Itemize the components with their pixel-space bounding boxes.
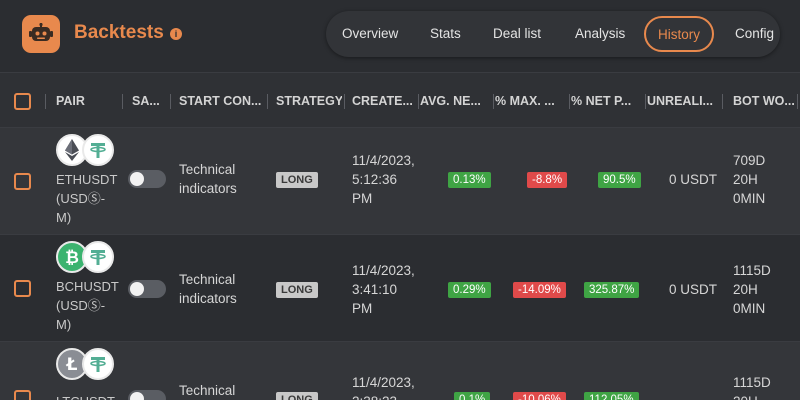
bot-work-duration: 709D 20H 0MIN: [733, 153, 766, 206]
strategy-badge: LONG: [276, 282, 318, 298]
start-condition: Technical: [179, 383, 236, 398]
table-row[interactable]: ₿ BCHUSDT (USDⓈ- M) Technical indicators…: [0, 235, 800, 342]
column-separator: [645, 94, 646, 109]
column-header-pair[interactable]: PAIR: [56, 94, 85, 108]
max-drawdown-value: -8.8%: [527, 172, 568, 188]
row-checkbox[interactable]: [14, 173, 31, 190]
column-separator: [569, 94, 570, 109]
info-icon[interactable]: i: [170, 28, 182, 40]
svg-text:Ł: Ł: [66, 355, 78, 375]
net-profit-value: 90.5%: [598, 172, 641, 188]
bot-work-duration: 1115D 20H 0MIN: [733, 263, 771, 316]
column-separator: [45, 94, 46, 109]
page-header: Backtests i Overview Stats Deal list Ana…: [0, 0, 800, 72]
strategy-badge: LONG: [276, 172, 318, 188]
tab-bar: Overview Stats Deal list Analysis Histor…: [326, 11, 780, 57]
column-separator: [344, 94, 345, 109]
save-toggle[interactable]: [128, 390, 166, 400]
column-separator: [493, 94, 494, 109]
table-row[interactable]: Ł LTCUSDT Technical LONG 11/4/2023, 2:38…: [0, 342, 800, 400]
net-profit-value: 325.87%: [584, 282, 640, 298]
avg-net-value: 0.1%: [454, 392, 491, 400]
avg-net-value: 0.13%: [448, 172, 491, 188]
select-all-checkbox[interactable]: [14, 93, 31, 110]
tether-icon: [82, 348, 114, 380]
column-header-start-condition[interactable]: START CON...: [179, 94, 262, 108]
column-header-bot-work[interactable]: BOT WO...: [733, 94, 795, 108]
row-checkbox[interactable]: [14, 390, 31, 400]
tether-icon: [82, 241, 114, 273]
unrealized-value: 0 USDT: [669, 172, 718, 187]
created-date: 11/4/2023, 2:38:23: [352, 375, 415, 400]
start-condition: Technical indicators: [179, 272, 237, 306]
column-separator: [418, 94, 419, 109]
tether-icon: [82, 134, 114, 166]
column-separator: [722, 94, 723, 109]
pair-name: LTCUSDT: [56, 392, 124, 400]
tab-config[interactable]: Config: [735, 26, 775, 41]
table-row[interactable]: ETHUSDT (USDⓈ- M) Technical indicators L…: [0, 128, 800, 235]
column-header-strategy[interactable]: STRATEGY: [276, 94, 342, 108]
unrealized-value: 0 USDT: [669, 282, 718, 297]
column-separator: [170, 94, 171, 109]
tab-stats[interactable]: Stats: [430, 26, 461, 41]
column-separator: [267, 94, 268, 109]
column-header-avg-net[interactable]: AVG. NE...: [420, 94, 481, 108]
column-header-created[interactable]: CREATE...: [352, 94, 413, 108]
column-header-unrealized[interactable]: UNREALI...: [647, 94, 713, 108]
tab-overview[interactable]: Overview: [342, 26, 399, 41]
column-separator: [797, 94, 798, 109]
pair-name: BCHUSDT (USDⓈ- M): [56, 279, 119, 332]
max-drawdown-value: -14.09%: [513, 282, 566, 298]
net-profit-value: 112.05%: [584, 392, 639, 400]
avg-net-value: 0.29%: [448, 282, 491, 298]
column-header-max-drawdown[interactable]: % MAX. ...: [495, 94, 555, 108]
row-checkbox[interactable]: [14, 280, 31, 297]
column-separator: [122, 94, 123, 109]
save-toggle[interactable]: [128, 280, 166, 298]
page-title: Backtests: [74, 22, 164, 43]
column-header-save[interactable]: SA...: [132, 94, 160, 108]
strategy-badge: LONG: [276, 392, 318, 400]
start-condition: Technical indicators: [179, 162, 237, 196]
tab-analysis[interactable]: Analysis: [575, 26, 626, 41]
max-drawdown-value: -10.06%: [513, 392, 566, 400]
robot-logo-icon: [22, 15, 60, 53]
svg-text:₿: ₿: [65, 248, 79, 268]
tab-deal-list[interactable]: Deal list: [493, 26, 542, 41]
column-header-net-profit[interactable]: % NET P...: [571, 94, 632, 108]
created-date: 11/4/2023, 3:41:10 PM: [352, 263, 415, 316]
table-header: PAIR SA... START CON... STRATEGY CREATE.…: [0, 72, 800, 128]
save-toggle[interactable]: [128, 170, 166, 188]
created-date: 11/4/2023, 5:12:36 PM: [352, 153, 415, 206]
tab-history[interactable]: History: [644, 16, 715, 52]
bot-work-duration: 1115D 20H: [733, 375, 771, 400]
pair-name: ETHUSDT (USDⓈ- M): [56, 172, 118, 225]
